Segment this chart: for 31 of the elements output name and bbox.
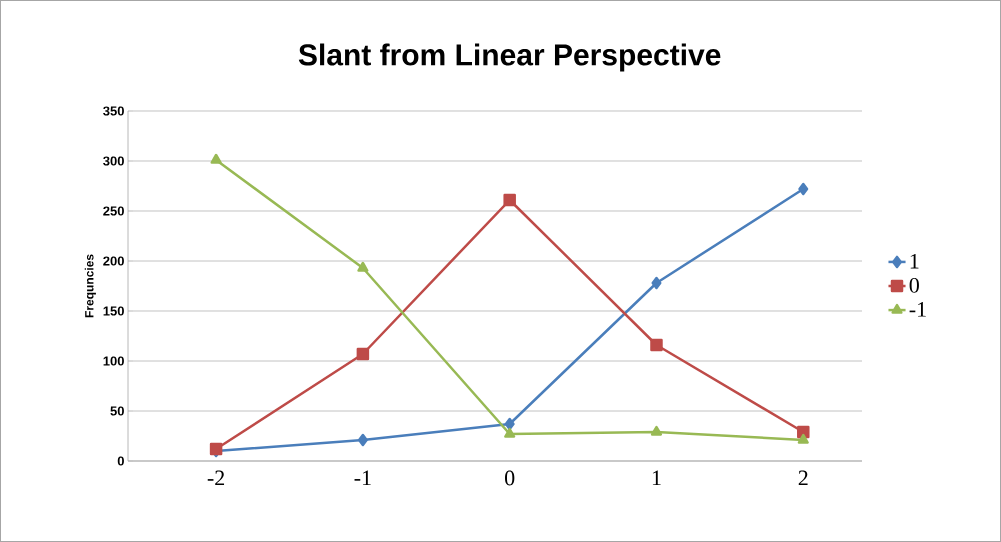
legend-label: -1 [909, 302, 926, 317]
y-tick-label: 300 [103, 156, 124, 166]
y-tick-label: 100 [103, 356, 124, 366]
x-tick-label: -2 [207, 470, 225, 486]
y-axis-title: Frequncies [84, 254, 96, 318]
point [650, 425, 663, 436]
point [798, 182, 809, 196]
point [651, 276, 662, 290]
point [504, 417, 515, 431]
y-tick-label: 50 [110, 406, 124, 416]
chart-title: Slant from Linear Perspective [298, 43, 721, 72]
y-tick-label: 150 [103, 306, 124, 316]
point [797, 433, 809, 444]
point [357, 261, 369, 272]
y-tick-label: 200 [103, 256, 124, 266]
point [797, 425, 810, 439]
x-tick-label: -1 [354, 470, 371, 486]
point [210, 153, 222, 164]
y-tick-label: 350 [103, 106, 124, 116]
y-tick-label: 250 [103, 206, 124, 216]
y-tick-label: 0 [117, 456, 124, 466]
point [650, 338, 663, 352]
x-tick-label: 1 [652, 470, 661, 486]
x-tick-label: 2 [798, 470, 808, 486]
legend-label: 1 [910, 253, 919, 269]
point [357, 433, 368, 447]
point [503, 193, 516, 207]
point [504, 427, 516, 438]
legend-label: 0 [909, 277, 919, 293]
point [356, 347, 370, 361]
x-tick-label: 0 [505, 470, 515, 486]
